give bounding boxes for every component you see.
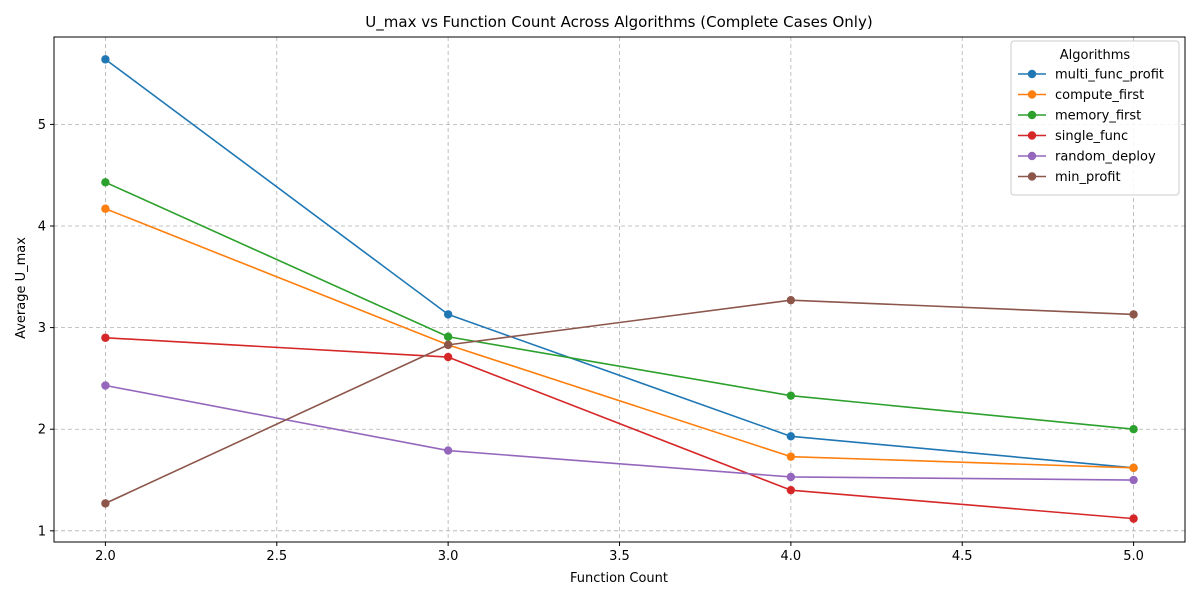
x-tick-label: 3.5 <box>609 549 630 564</box>
series-line-multi_func_profit <box>104 58 1134 469</box>
series-line-memory_first <box>105 181 1134 431</box>
legend-item-memory_first: memory_first <box>1018 109 1141 124</box>
legend-marker <box>1027 172 1037 181</box>
data-point-memory_first <box>1129 425 1138 434</box>
chart-title: U_max vs Function Count Across Algorithm… <box>365 13 872 32</box>
legend-item-random_deploy: random_deploy <box>1018 150 1156 165</box>
data-point-memory_first <box>443 332 453 341</box>
legend-item-single_func: single_func <box>1018 129 1128 144</box>
legend-box <box>1010 40 1180 196</box>
legend-marker <box>1027 69 1037 79</box>
x-tick-label: 2.5 <box>266 549 287 564</box>
series-line-compute_first <box>105 207 1134 469</box>
legend-label: memory_first <box>1055 109 1141 124</box>
series-min_profit <box>101 295 1138 508</box>
data-point-single_func <box>101 333 110 342</box>
x-tick-label: 4.0 <box>781 549 802 564</box>
legend: Algorithms multi_func_profit compute_first… <box>1010 40 1180 196</box>
legend-item-min_profit: min_profit <box>1018 170 1121 185</box>
legend-label: single_func <box>1055 129 1128 144</box>
x-tick-label: 4.5 <box>952 549 973 564</box>
data-point-min_profit <box>101 499 110 508</box>
series-memory_first <box>101 178 1138 434</box>
x-tick-label: 2.0 <box>95 549 116 564</box>
data-point-random_deploy <box>443 446 453 455</box>
legend-label: multi_func_profit <box>1055 68 1164 83</box>
legend-label: compute_first <box>1055 88 1144 103</box>
data-point-multi_func_profit <box>786 432 796 441</box>
data-point-random_deploy <box>786 472 796 482</box>
data-point-multi_func_profit <box>443 310 453 319</box>
data-point-multi_func_profit <box>101 55 110 64</box>
x-tick-label: 3.0 <box>438 549 459 564</box>
data-point-compute_first <box>786 452 796 461</box>
legend-label: min_profit <box>1055 170 1121 185</box>
data-point-single_func <box>443 352 453 362</box>
series-random_deploy <box>101 381 1138 485</box>
legend-marker <box>1027 110 1037 120</box>
series-line-single_func <box>105 336 1134 520</box>
data-point-min_profit <box>443 340 453 350</box>
y-tick-label: 4 <box>38 219 46 234</box>
data-point-single_func <box>786 485 796 495</box>
x-axis-label: Function Count <box>570 571 668 586</box>
y-tick-label: 1 <box>38 524 46 539</box>
axis-ticks: 2.0 2.5 3.0 3.5 4.0 4.5 5.0 1 2 3 4 5 <box>38 118 1144 564</box>
y-axis-label: Average U_max <box>14 237 29 339</box>
series-line-min_profit <box>105 299 1134 505</box>
data-point-memory_first <box>786 391 796 400</box>
series-single_func <box>101 333 1138 523</box>
data-point-min_profit <box>786 295 796 305</box>
series-layer <box>101 55 1138 523</box>
y-tick-label: 3 <box>38 321 46 336</box>
x-tick-label: 5.0 <box>1123 549 1144 564</box>
legend-marker <box>1027 90 1037 99</box>
data-point-memory_first <box>101 178 110 187</box>
y-tick-label: 2 <box>38 423 46 438</box>
y-tick-label: 5 <box>38 118 46 133</box>
legend-item-multi_func_profit: multi_func_profit <box>1018 68 1164 83</box>
data-point-compute_first <box>101 204 110 213</box>
legend-marker <box>1027 151 1037 161</box>
data-point-min_profit <box>1129 310 1138 319</box>
series-line-random_deploy <box>105 384 1134 481</box>
data-point-compute_first <box>1129 463 1138 473</box>
legend-marker <box>1027 131 1037 140</box>
data-point-single_func <box>1129 514 1138 523</box>
legend-title: Algorithms <box>1060 48 1131 63</box>
data-point-random_deploy <box>101 381 110 390</box>
legend-label: random_deploy <box>1055 150 1156 165</box>
legend-item-compute_first: compute_first <box>1018 88 1144 103</box>
data-point-random_deploy <box>1129 475 1138 485</box>
